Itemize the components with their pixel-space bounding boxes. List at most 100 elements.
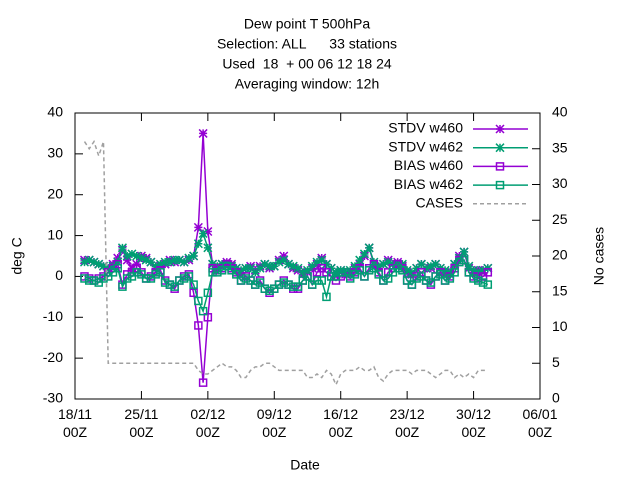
data-point [179,274,189,283]
data-point [279,255,289,265]
data-point [293,263,303,273]
y-tick-label: 0 [55,267,63,283]
data-point [378,259,388,269]
y2-tick-label: 35 [552,139,568,155]
data-point [431,259,441,269]
data-point [398,266,407,275]
data-point [113,264,122,273]
data-point [379,276,388,285]
data-point [122,255,132,265]
data-point [374,270,383,279]
data-point [84,255,94,265]
data-point [474,276,483,285]
legend-label: STDV w462 [388,138,463,154]
data-point [364,266,374,275]
legend-label: CASES [416,195,463,211]
x-tick-label: 16/12 00Z [323,406,359,440]
y2-tick-label: 20 [552,247,568,263]
data-point [288,261,298,271]
data-point [165,280,175,289]
data-point [350,261,360,271]
data-point [236,265,246,275]
data-point [265,286,274,295]
data-point [412,263,422,273]
x-tick-label: 09/12 00Z [256,406,292,440]
data-point [445,274,455,283]
data-point [421,276,431,285]
x-tick-label: 23/12 00Z [389,406,425,440]
data-point [132,251,142,261]
data-point [160,257,170,267]
x-tick-label: 02/12 00Z [190,406,226,440]
data-point [312,276,322,285]
data-point [355,255,365,265]
data-point [151,270,160,279]
data-point [118,282,127,291]
data-point [464,268,474,277]
data-point [113,253,123,263]
title-line: Dew point T 500hPa [244,16,371,32]
title-line: Averaging window: 12h [235,76,380,92]
data-point [383,274,393,283]
series-line [83,139,488,387]
data-point [151,261,161,271]
data-point [412,274,421,283]
data-point [146,257,156,267]
data-point [336,265,346,275]
data-point [132,268,141,277]
data-point [175,276,184,285]
data-point [312,257,322,267]
y2-tick-label: 15 [552,282,568,298]
y-tick-label: 40 [47,104,63,120]
data-point [255,263,265,273]
data-point [440,265,450,275]
title-line: Used 18 + 00 06 12 18 24 [222,56,392,72]
y2-axis-label: No cases [591,227,607,285]
data-point [321,259,332,269]
data-point [198,378,208,387]
data-point [369,257,379,267]
data-point [170,255,180,265]
data-point [203,243,213,253]
data-point [136,253,146,263]
legend-label: STDV w460 [388,120,463,136]
data-point [193,239,203,249]
data-point [473,267,483,277]
data-point [326,263,336,273]
legend-marker [495,180,505,190]
data-point [122,274,132,283]
data-point [407,280,417,289]
data-point [170,282,179,291]
data-point [165,257,175,267]
data-point [246,263,256,273]
data-point [98,261,108,271]
data-point [426,261,436,271]
data-point [198,228,208,239]
data-point [455,257,464,267]
data-point [483,280,493,289]
legend-label: BIAS w460 [394,157,463,173]
data-point [464,261,474,271]
data-point [341,268,350,277]
data-point [317,255,327,265]
legend-label: BIAS w462 [394,176,463,192]
data-point [89,257,99,267]
data-point [374,261,384,271]
y2-tick-label: 30 [552,175,568,191]
data-point [241,263,251,273]
data-point [416,259,426,269]
data-point [303,272,312,281]
data-point [265,261,275,271]
data-point [469,265,479,275]
data-point [478,265,488,275]
data-point [208,268,217,277]
data-point [274,257,284,267]
data-point [393,264,402,273]
data-point [94,259,104,269]
data-point [421,263,431,273]
y-tick-label: 30 [47,145,63,161]
data-point [189,288,198,298]
data-point [260,284,270,293]
